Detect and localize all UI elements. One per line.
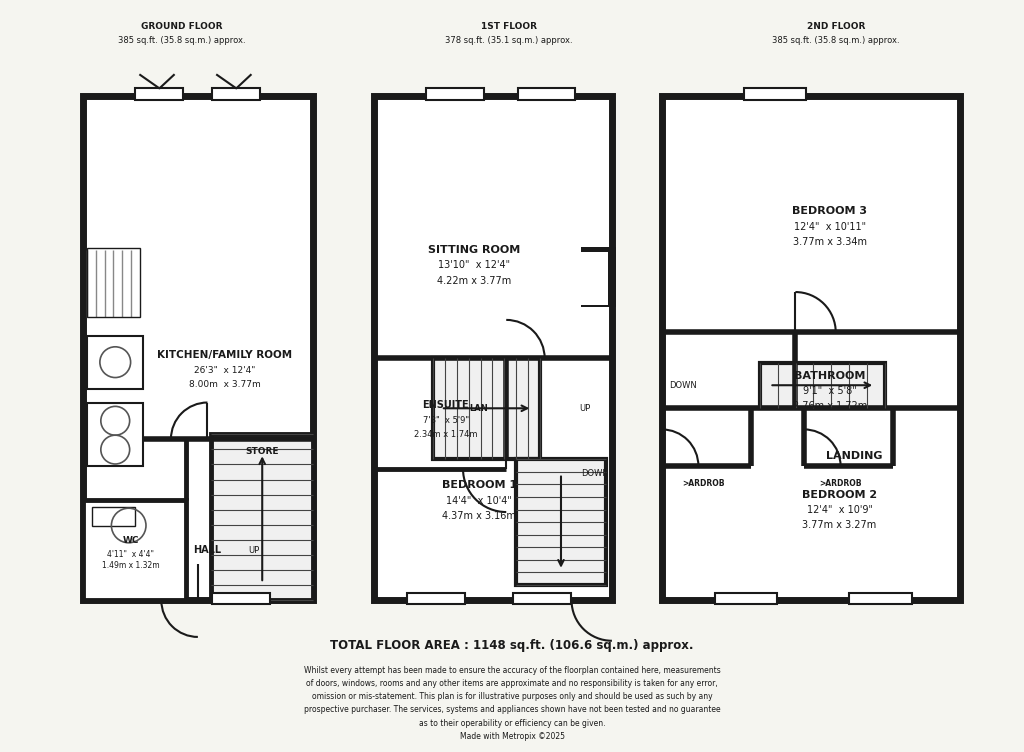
Text: 3.77m x 3.34m: 3.77m x 3.34m (793, 237, 867, 247)
Text: LAN: LAN (469, 404, 487, 413)
Bar (518, 89, 575, 100)
Text: HALL: HALL (194, 545, 221, 556)
Text: 4.37m x 3.16m: 4.37m x 3.16m (442, 511, 516, 521)
Text: 4'11"  x 4'4": 4'11" x 4'4" (108, 550, 154, 559)
Bar (374, 96, 612, 600)
Text: Whilst every attempt has been made to ensure the accuracy of the floorplan conta: Whilst every attempt has been made to en… (304, 666, 720, 741)
Text: 9'1"  x 5'8": 9'1" x 5'8" (803, 386, 857, 396)
Bar (743, 89, 806, 100)
Bar (760, 363, 885, 408)
Text: BEDROOM 3: BEDROOM 3 (793, 206, 867, 217)
Text: 385 sq.ft. (35.8 sq.m.) approx.: 385 sq.ft. (35.8 sq.m.) approx. (772, 36, 899, 45)
Text: BATHROOM: BATHROOM (795, 371, 865, 381)
Text: 2.76m x 1.72m: 2.76m x 1.72m (793, 402, 867, 411)
Text: UP: UP (248, 546, 259, 555)
Text: DOWN: DOWN (670, 381, 697, 390)
Text: 1.49m x 1.32m: 1.49m x 1.32m (101, 561, 160, 570)
Text: ENSUITE: ENSUITE (423, 400, 469, 411)
Text: 2.34m x 1.74m: 2.34m x 1.74m (414, 429, 477, 438)
Text: 14'4"  x 10'4": 14'4" x 10'4" (446, 496, 512, 505)
Bar (83, 499, 186, 600)
Bar (582, 252, 608, 305)
Text: KITCHEN/FAMILY ROOM: KITCHEN/FAMILY ROOM (158, 350, 292, 360)
Text: DOWN: DOWN (581, 469, 608, 478)
Text: BEDROOM 1: BEDROOM 1 (441, 480, 517, 490)
Bar (92, 508, 135, 526)
Bar (662, 96, 959, 600)
Bar (211, 434, 313, 600)
Text: 385 sq.ft. (35.8 sq.m.) approx.: 385 sq.ft. (35.8 sq.m.) approx. (118, 36, 246, 45)
Text: TOTAL FLOOR AREA : 1148 sq.ft. (106.6 sq.m.) approx.: TOTAL FLOOR AREA : 1148 sq.ft. (106.6 sq… (331, 639, 693, 652)
Text: 378 sq.ft. (35.1 sq.m.) approx.: 378 sq.ft. (35.1 sq.m.) approx. (445, 36, 573, 45)
Bar (516, 459, 606, 585)
Bar (83, 221, 152, 514)
Text: 13'10"  x 12'4": 13'10" x 12'4" (438, 260, 511, 270)
Text: 2ND FLOOR: 2ND FLOOR (807, 23, 865, 32)
Text: 8.00m  x 3.77m: 8.00m x 3.77m (188, 380, 261, 389)
Bar (849, 593, 911, 605)
Text: BEDROOM 2: BEDROOM 2 (802, 490, 878, 500)
Text: SITTING ROOM: SITTING ROOM (428, 245, 520, 255)
Bar (408, 593, 465, 605)
Text: 7'8"  x 5'9": 7'8" x 5'9" (423, 417, 469, 426)
Text: >ARDROB: >ARDROB (682, 479, 724, 488)
Bar (135, 89, 183, 100)
Text: UP: UP (580, 404, 591, 413)
Bar (582, 247, 615, 308)
Bar (87, 336, 143, 389)
Text: 26'3"  x 12'4": 26'3" x 12'4" (195, 366, 255, 375)
Bar (83, 96, 313, 600)
Bar (715, 593, 777, 605)
Bar (212, 89, 260, 100)
Text: >ARDROB: >ARDROB (819, 479, 862, 488)
Bar (87, 248, 140, 317)
Text: 12'4"  x 10'9": 12'4" x 10'9" (807, 505, 872, 515)
Bar (87, 404, 143, 466)
Text: 3.77m x 3.27m: 3.77m x 3.27m (803, 520, 877, 530)
Text: 12'4"  x 10'11": 12'4" x 10'11" (794, 222, 866, 232)
Text: STORE: STORE (246, 447, 279, 456)
Text: 1ST FLOOR: 1ST FLOOR (481, 23, 538, 32)
Text: LANDING: LANDING (825, 451, 883, 461)
Bar (513, 593, 570, 605)
Bar (433, 359, 540, 459)
Text: GROUND FLOOR: GROUND FLOOR (140, 23, 222, 32)
Bar (212, 593, 270, 605)
Text: 4.22m x 3.77m: 4.22m x 3.77m (437, 275, 512, 286)
Text: WC: WC (122, 536, 139, 545)
Bar (427, 89, 484, 100)
